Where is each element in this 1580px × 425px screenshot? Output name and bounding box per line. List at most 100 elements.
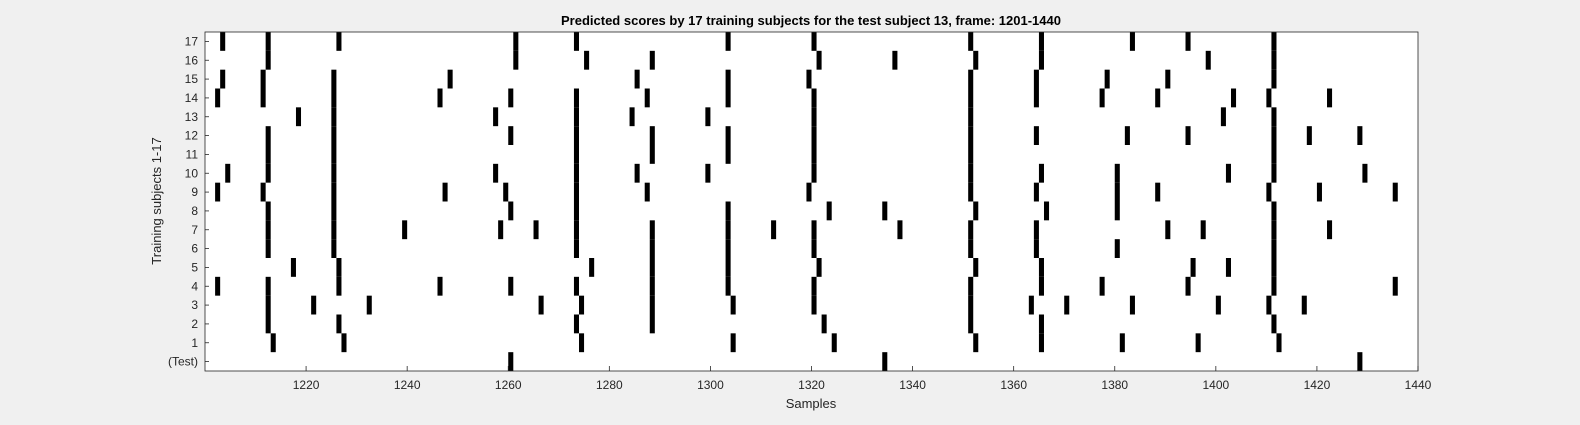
score-mark (1327, 88, 1333, 108)
score-mark (1271, 69, 1277, 89)
score-mark (331, 88, 337, 108)
score-mark (811, 163, 817, 183)
score-mark (573, 88, 579, 108)
score-mark (1205, 50, 1211, 70)
score-mark (629, 107, 635, 127)
score-mark (1225, 258, 1231, 277)
score-mark (311, 295, 317, 315)
score-mark (1271, 50, 1277, 70)
score-mark (811, 239, 817, 258)
score-mark (1038, 258, 1044, 277)
score-mark (1038, 333, 1044, 353)
score-mark (1119, 333, 1125, 353)
score-mark (538, 295, 544, 315)
score-mark (1316, 182, 1322, 202)
score-mark (1114, 182, 1120, 202)
score-mark (336, 276, 342, 296)
score-mark (1033, 88, 1039, 108)
y-tick-label: 13 (185, 110, 199, 124)
score-mark (811, 107, 817, 127)
score-mark (331, 201, 337, 221)
y-tick-label: 7 (191, 223, 198, 237)
y-tick-label: 9 (191, 185, 198, 199)
score-mark (1271, 276, 1277, 296)
score-mark (1033, 182, 1039, 202)
score-mark (725, 145, 731, 164)
x-tick-label: 1420 (1304, 378, 1331, 392)
score-mark (649, 239, 655, 258)
score-mark (265, 276, 271, 296)
score-mark (331, 145, 337, 164)
score-mark (644, 182, 650, 202)
score-mark (508, 276, 514, 296)
score-mark (498, 220, 504, 240)
score-mark (725, 276, 731, 296)
score-mark (725, 239, 731, 258)
score-mark (295, 107, 302, 127)
score-mark (1104, 69, 1110, 89)
x-tick-label: 1400 (1202, 378, 1229, 392)
score-mark (1271, 201, 1277, 221)
score-mark (1220, 107, 1226, 127)
score-mark (1114, 239, 1120, 258)
score-mark (579, 295, 585, 315)
score-mark (1033, 220, 1039, 240)
score-mark (1271, 314, 1277, 334)
score-mark (1038, 50, 1044, 70)
score-mark (806, 69, 812, 89)
score-mark (811, 220, 817, 240)
score-mark (968, 295, 974, 315)
score-mark (1114, 163, 1120, 183)
score-mark (821, 314, 827, 334)
score-mark (573, 276, 579, 296)
score-mark (260, 69, 266, 89)
score-mark (1392, 276, 1398, 296)
score-mark (336, 258, 342, 277)
score-mark (447, 69, 453, 89)
score-mark (1301, 295, 1307, 315)
score-mark (973, 258, 979, 277)
score-mark (265, 32, 271, 51)
score-mark (220, 32, 226, 51)
score-mark (968, 163, 974, 183)
score-mark (1392, 182, 1398, 202)
score-mark (513, 32, 519, 51)
score-mark (1271, 163, 1277, 183)
x-tick-label: 1280 (596, 378, 623, 392)
score-mark (533, 220, 539, 240)
y-axis-title: Training subjects 1-17 (149, 137, 164, 264)
score-mark (503, 182, 509, 202)
y-tick-label: 5 (191, 260, 198, 274)
score-mark (215, 182, 221, 202)
y-tick-label: 17 (185, 34, 199, 48)
score-mark (260, 88, 266, 108)
score-mark (1155, 182, 1161, 202)
score-mark (331, 239, 337, 258)
score-mark (270, 333, 276, 353)
score-mark (892, 50, 898, 70)
x-tick-label: 1340 (899, 378, 926, 392)
x-tick-label: 1220 (293, 378, 320, 392)
score-mark (1038, 32, 1044, 51)
score-mark (1185, 126, 1191, 145)
score-mark (1271, 107, 1277, 127)
score-mark (730, 333, 736, 353)
score-mark (260, 182, 266, 202)
score-mark (811, 276, 817, 296)
score-mark (973, 333, 979, 353)
score-mark (806, 182, 812, 202)
y-tick-label: 2 (191, 317, 198, 331)
score-mark (573, 201, 579, 221)
score-mark (634, 163, 640, 183)
score-mark (649, 145, 655, 164)
score-mark (1185, 32, 1191, 51)
score-mark (1185, 276, 1191, 296)
score-mark (265, 239, 271, 258)
score-mark (968, 276, 974, 296)
score-mark (573, 32, 579, 51)
y-tick-label: 3 (191, 298, 198, 312)
score-mark (573, 145, 579, 164)
score-mark (811, 295, 817, 315)
